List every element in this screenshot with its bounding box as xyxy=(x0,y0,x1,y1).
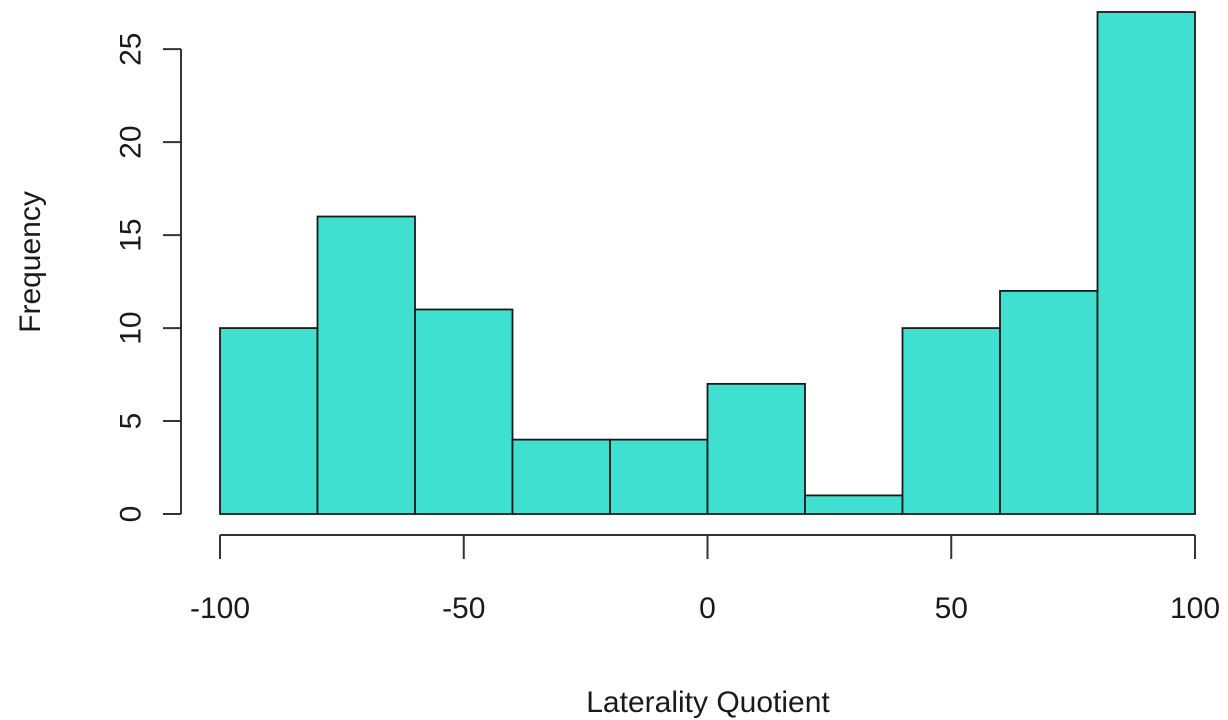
x-axis: -100 -50 0 50 100 xyxy=(190,534,1220,625)
histogram-bar-5 xyxy=(706,382,806,515)
histogram-bar-1 xyxy=(316,215,416,515)
histogram-bar-6 xyxy=(804,494,904,515)
y-axis: 0 5 10 15 20 25 xyxy=(115,32,182,522)
x-tick-label-1: -50 xyxy=(442,592,485,625)
histogram-bar-3 xyxy=(511,438,611,515)
histogram-bar-4 xyxy=(609,438,709,515)
histogram-bar-2 xyxy=(414,308,514,515)
histogram-bar-8 xyxy=(999,289,1099,515)
y-tick-label-5: 25 xyxy=(115,32,148,65)
histogram-bar-7 xyxy=(901,327,1001,515)
y-tick-label-4: 20 xyxy=(115,125,148,158)
histogram-bar-0 xyxy=(219,327,319,515)
x-tick-label-4: 100 xyxy=(1170,592,1220,625)
histogram-bar-9 xyxy=(1096,11,1196,515)
y-tick-label-2: 10 xyxy=(115,311,148,344)
bars-group xyxy=(219,11,1196,515)
x-tick-label-3: 50 xyxy=(935,592,968,625)
y-tick-label-0: 0 xyxy=(115,506,148,523)
x-axis-title: Laterality Quotient xyxy=(586,686,830,719)
y-tick-label-1: 5 xyxy=(115,413,148,430)
y-axis-title: Frequency xyxy=(14,191,47,333)
x-tick-label-2: 0 xyxy=(699,592,716,625)
y-tick-label-3: 15 xyxy=(115,218,148,251)
x-tick-label-0: -100 xyxy=(190,592,250,625)
